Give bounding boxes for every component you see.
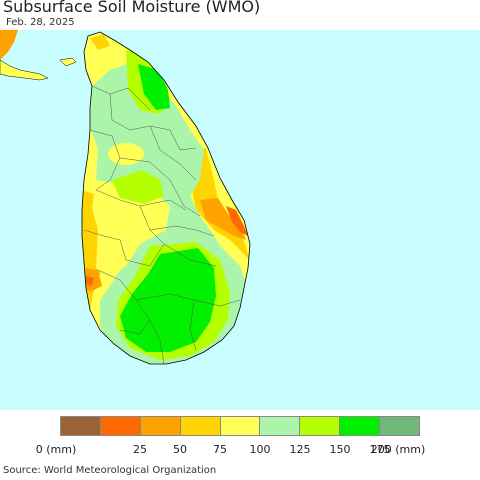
legend-label: 125 <box>289 443 311 456</box>
legend-label: 25 <box>133 443 147 456</box>
legend-swatch <box>379 417 420 435</box>
legend-swatch <box>299 417 340 435</box>
legend-color-bar <box>60 416 420 436</box>
legend-swatch <box>179 417 220 435</box>
sri-lanka-island <box>81 31 251 365</box>
legend-label: 150 <box>329 443 351 456</box>
legend-label: 0 (mm) <box>35 443 77 456</box>
zone-25-50 <box>86 276 94 286</box>
zone-100-125 <box>92 180 170 280</box>
legend-label: 200 (mm) <box>370 443 426 456</box>
india-coast-north <box>0 59 49 81</box>
map-date: Feb. 28, 2025 <box>6 17 75 28</box>
soil-moisture-map <box>0 30 480 410</box>
islet <box>59 57 77 67</box>
zone-175-200 <box>120 248 216 352</box>
india-coast <box>0 30 18 60</box>
source-credit: Source: World Meteorological Organizatio… <box>3 465 217 476</box>
page-title: Subsurface Soil Moisture (WMO) <box>3 0 261 16</box>
zone-50-75 <box>200 198 246 240</box>
legend-swatch <box>139 417 180 435</box>
legend-swatch <box>219 417 260 435</box>
legend-label: 75 <box>213 443 227 456</box>
legend-swatch <box>61 417 100 435</box>
legend-label: 50 <box>173 443 187 456</box>
legend-label: 175 <box>369 443 391 456</box>
legend-label: 100 <box>249 443 271 456</box>
legend-swatch <box>99 417 140 435</box>
zone-150-175 <box>112 170 164 204</box>
legend-swatch <box>339 417 380 435</box>
zone-100-125 <box>108 143 144 165</box>
zone-75-100 <box>90 34 110 50</box>
zone-175-200 <box>138 64 170 110</box>
zone-25-50 <box>226 206 248 236</box>
district-boundaries <box>83 85 241 365</box>
legend-swatch <box>259 417 300 435</box>
